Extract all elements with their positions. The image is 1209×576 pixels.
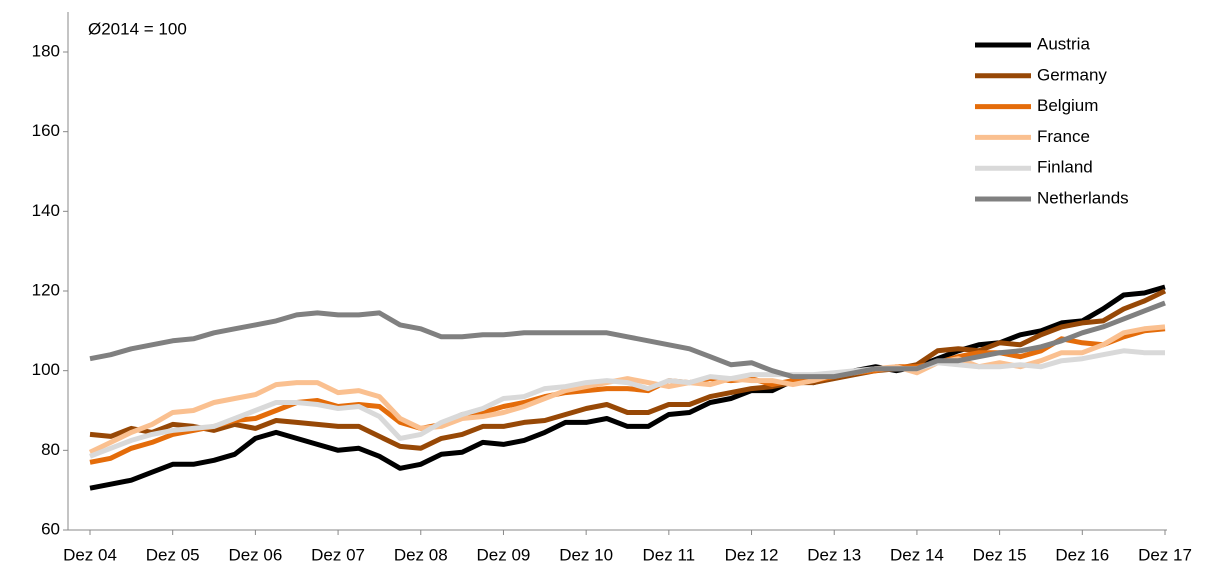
series-line	[89, 326, 1166, 465]
x-tick-label: Dez 12	[725, 545, 779, 564]
series-line	[89, 300, 1166, 380]
y-tick-label: 60	[41, 519, 60, 538]
x-tick-label: Dez 14	[890, 545, 944, 564]
x-tick-label: Dez 09	[477, 545, 531, 564]
series-line	[89, 288, 1167, 451]
series-line	[89, 284, 1166, 491]
y-tick-label: 160	[32, 121, 60, 140]
y-tick-label: 180	[32, 41, 60, 60]
annotation: Ø2014 = 100	[88, 19, 187, 38]
legend-label: France	[1037, 127, 1090, 146]
x-tick-label: Dez 07	[311, 545, 365, 564]
x-tick-label: Dez 05	[146, 545, 200, 564]
legend-label: Belgium	[1037, 96, 1098, 115]
x-tick-label: Dez 10	[559, 545, 613, 564]
series-line	[89, 348, 1165, 459]
y-tick-label: 100	[32, 360, 60, 379]
y-tick-label: 140	[32, 201, 60, 220]
x-tick-label: Dez 11	[643, 545, 696, 564]
x-tick-label: Dez 15	[973, 545, 1027, 564]
x-tick-label: Dez 04	[63, 545, 117, 564]
legend-label: Finland	[1037, 158, 1093, 177]
legend-label: Netherlands	[1037, 188, 1129, 207]
x-tick-label: Dez 06	[228, 545, 282, 564]
x-tick-label: Dez 13	[807, 545, 861, 564]
y-tick-label: 80	[41, 440, 60, 459]
x-tick-label: Dez 08	[394, 545, 448, 564]
x-tick-label: Dez 17	[1138, 545, 1192, 564]
x-tick-label: Dez 16	[1055, 545, 1109, 564]
legend-label: Germany	[1037, 65, 1107, 84]
legend-label: Austria	[1037, 34, 1090, 53]
y-tick-label: 120	[32, 280, 60, 299]
